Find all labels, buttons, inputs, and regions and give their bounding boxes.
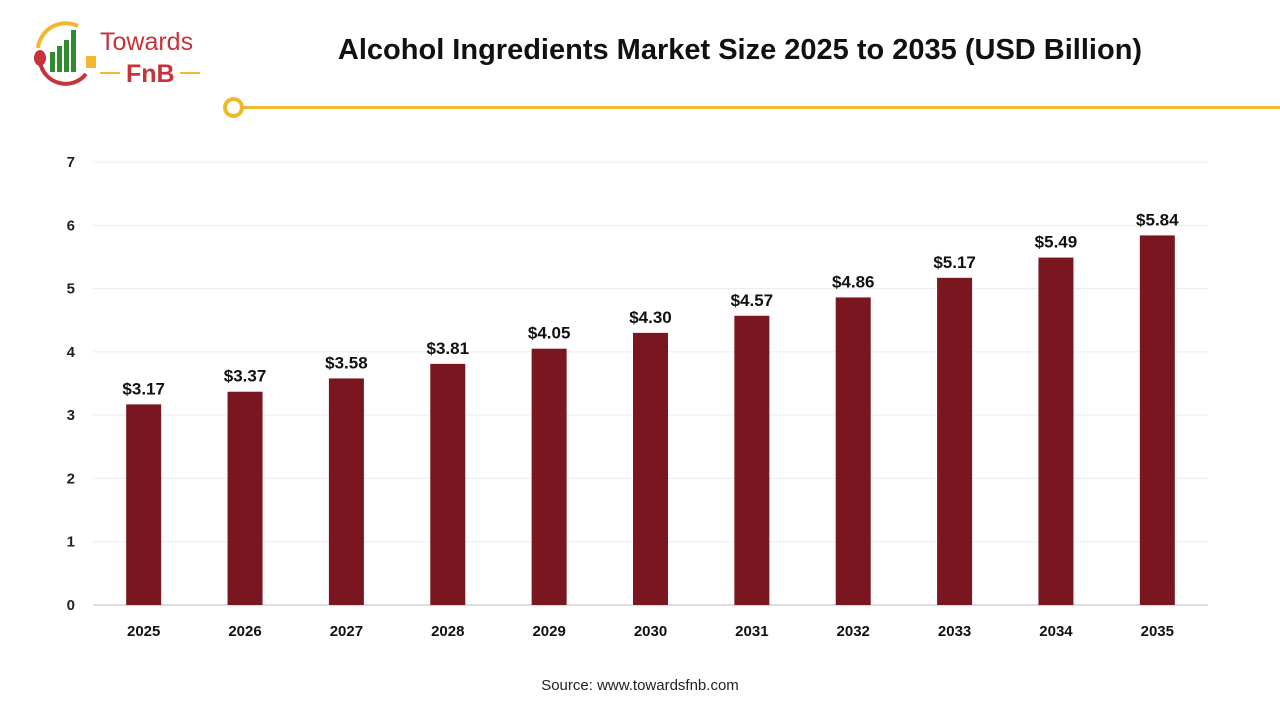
x-tick-label: 2025 (127, 623, 160, 640)
svg-text:FnB: FnB (126, 60, 175, 88)
y-tick-label: 5 (67, 281, 75, 298)
y-tick-label: 4 (67, 344, 76, 361)
bar (531, 348, 567, 605)
chart-title: Alcohol Ingredients Market Size 2025 to … (337, 34, 1143, 66)
data-label: $4.86 (832, 272, 875, 291)
data-label: $5.49 (1035, 233, 1078, 252)
bar (937, 277, 973, 605)
data-label: $3.58 (325, 353, 368, 372)
bar (734, 315, 770, 605)
x-tick-label: 2031 (735, 623, 768, 640)
y-tick-label: 2 (67, 470, 75, 487)
y-tick-label: 0 (67, 597, 75, 614)
y-tick-label: 6 (67, 217, 75, 234)
data-label: $4.30 (629, 308, 672, 327)
y-tick-label: 3 (67, 407, 75, 424)
y-tick-label: 7 (67, 154, 75, 171)
data-label: $3.17 (122, 379, 165, 398)
data-label: $5.84 (1136, 210, 1179, 229)
x-tick-label: 2035 (1141, 623, 1174, 640)
title-divider (232, 106, 1280, 109)
x-tick-label: 2032 (837, 623, 870, 640)
x-tick-label: 2027 (330, 623, 363, 640)
data-label: $5.17 (933, 253, 976, 272)
data-label: $4.57 (731, 291, 774, 310)
bar (633, 332, 668, 605)
y-tick-label: 1 (67, 534, 75, 551)
bar (1038, 257, 1074, 605)
x-tick-label: 2028 (431, 623, 464, 640)
data-label: $3.81 (426, 339, 469, 358)
bar (835, 297, 871, 605)
bar (126, 404, 162, 605)
source-note: Source: www.towardsfnb.com (541, 677, 739, 694)
x-tick-label: 2026 (228, 623, 261, 640)
bar (227, 391, 263, 605)
data-label: $3.37 (224, 367, 267, 386)
bar (328, 378, 364, 605)
towards-fnb-logo: Towards FnB (34, 21, 200, 88)
x-tick-label: 2030 (634, 623, 667, 640)
svg-text:Towards: Towards (100, 28, 193, 56)
x-tick-label: 2033 (938, 623, 971, 640)
data-label: $4.05 (528, 324, 571, 343)
x-tick-label: 2034 (1039, 623, 1073, 640)
bar (430, 363, 466, 605)
bar (1139, 235, 1175, 605)
divider-dot (223, 97, 244, 118)
x-tick-label: 2029 (532, 623, 565, 640)
